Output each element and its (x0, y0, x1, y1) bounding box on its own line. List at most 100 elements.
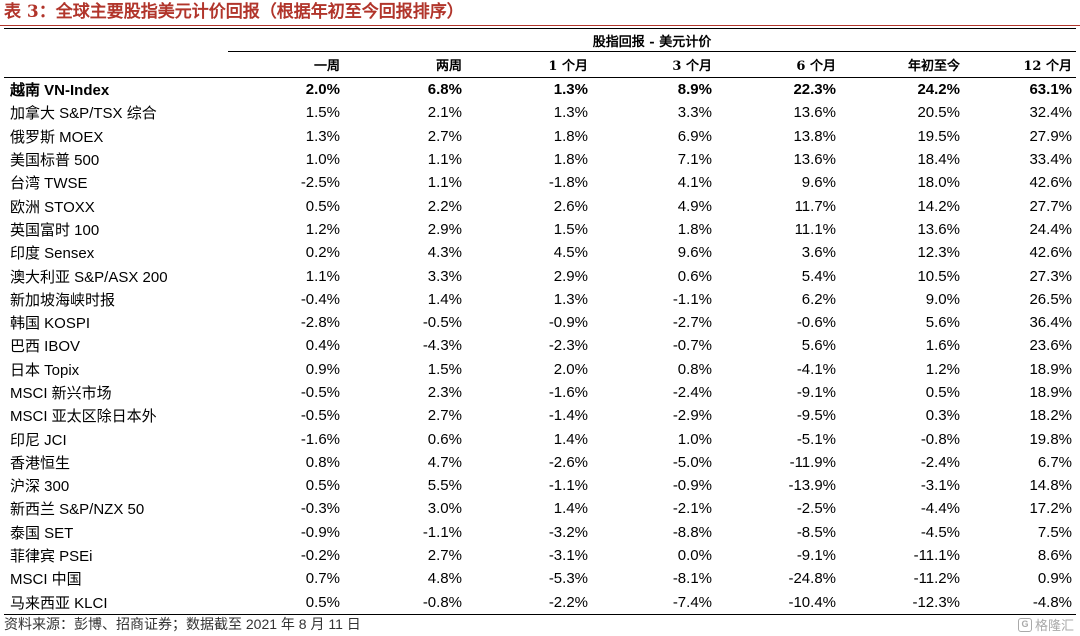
return-value-cell: 3.0% (427, 500, 462, 518)
return-value-cell: -5.0% (672, 453, 712, 471)
return-value-cell: 4.1% (677, 174, 712, 192)
return-value-cell: -2.8% (300, 314, 340, 332)
column-header: 6 个月 (716, 51, 840, 78)
group-header: 股指回报 - 美元计价 (228, 28, 1077, 52)
return-value-cell: 5.6% (925, 314, 960, 332)
return-value-cell: 12.3% (917, 244, 960, 262)
index-name-cell: 印度 Sensex (10, 245, 95, 263)
return-value-cell: 2.1% (427, 104, 462, 122)
return-value-cell: 1.8% (553, 151, 588, 169)
return-value-cell: -7.4% (592, 590, 716, 615)
return-value-cell: 1.4% (553, 430, 588, 448)
return-value-cell: 23.6% (1029, 337, 1073, 355)
return-value-cell: 11.7% (794, 197, 836, 215)
return-value-cell: 8.9% (677, 81, 712, 99)
return-value-cell: 1.8% (677, 220, 712, 238)
index-name-cell: 韩国 KOSPI (10, 315, 91, 333)
return-value-cell: 26.5% (1029, 290, 1073, 308)
index-name-cell: MSCI 亚太区除日本外 (10, 408, 157, 426)
return-value-cell: 0.0% (677, 547, 712, 565)
table-row: 印尼 JCI -1.6% 0.6% 1.4% 1.0% -5.1% -0.8% 19.8% (4, 427, 1076, 450)
return-value-cell: 32.4% (1029, 104, 1073, 122)
return-value-cell: 1.1% (427, 151, 462, 169)
return-value-cell: 13.8% (793, 127, 836, 145)
return-value-cell: -0.8% (344, 590, 466, 615)
index-name-cell: 香港恒生 (10, 454, 71, 472)
return-value-cell: 18.9% (1029, 360, 1073, 378)
return-value-cell: 4.5% (553, 244, 588, 262)
return-value-cell: 1.6% (925, 337, 960, 355)
return-value-cell: -2.1% (672, 500, 712, 518)
index-name-cell: 新加坡海峡时报 (10, 291, 116, 309)
return-value-cell: 42.6% (1029, 244, 1073, 262)
table-row: 沪深 300 0.5% 5.5% -1.1% -0.9% -13.9% -3.1% 14.8% (4, 474, 1076, 497)
return-value-cell: -0.5% (422, 314, 462, 332)
index-name-cell: 欧洲 STOXX (10, 198, 95, 216)
table-row: 菲律宾 PSEi -0.2% 2.7% -3.1% 0.0% -9.1% -11.1% 8.6… (4, 544, 1076, 567)
return-value-cell: 2.0% (553, 360, 588, 378)
watermark-text: 格隆汇 (1034, 618, 1074, 633)
index-name-cell: 加拿大 S&P/TSX 综合 (10, 105, 157, 123)
return-value-cell: -0.7% (672, 337, 712, 355)
return-value-cell: 5.6% (801, 337, 836, 355)
return-value-cell: -11.2% (913, 570, 960, 588)
column-header-row: 一周 两周 1 个月 3 个月 6 个月 年初至今 12 个月 (4, 51, 1077, 78)
return-value-cell: -8.5% (796, 523, 836, 541)
column-header: 3 个月 (592, 51, 716, 78)
returns-table: 股指回报 - 美元计价 一周 两周 1 个月 3 个月 6 个月 年初至今 12 个月 越南… (4, 28, 1077, 615)
table-title: 表 3：全球主要股指美元计价回报（根据年初至今回报排序） (0, 0, 1080, 26)
return-value-cell: -24.8% (788, 570, 836, 588)
return-value-cell: 5.5% (427, 477, 462, 495)
index-name-cell: 日本 Topix (10, 361, 80, 379)
return-value-cell: 13.6% (793, 104, 836, 122)
return-value-cell: 8.6% (1037, 547, 1073, 565)
return-value-cell: -1.1% (672, 290, 712, 308)
return-value-cell: 0.7% (305, 570, 340, 588)
return-value-cell: 3.6% (801, 244, 836, 262)
return-value-cell: 1.1% (305, 267, 340, 285)
return-value-cell: 4.3% (427, 244, 462, 262)
return-value-cell: 1.0% (677, 430, 712, 448)
return-value-cell: -1.1% (548, 477, 588, 495)
table-row: 美国标普 500 1.0% 1.1% 1.8% 7.1% 13.6% 18.4% 33.4% (4, 148, 1076, 171)
return-value-cell: 19.5% (917, 127, 960, 145)
return-value-cell: -2.5% (300, 174, 340, 192)
return-value-cell: -0.3% (300, 500, 340, 518)
return-value-cell: -0.8% (920, 430, 960, 448)
index-name-cell: 沪深 300 (10, 478, 70, 496)
return-value-cell: 3.3% (427, 267, 462, 285)
table-row: 加拿大 S&P/TSX 综合 1.5% 2.1% 1.3% 3.3% 13.6% 20.5%… (4, 101, 1076, 124)
return-value-cell: 0.5% (228, 590, 344, 615)
return-value-cell: 2.7% (427, 407, 462, 425)
return-value-cell: -4.3% (422, 337, 462, 355)
header-empty-cell (4, 28, 228, 52)
return-value-cell: -1.6% (300, 430, 340, 448)
return-value-cell: -0.9% (300, 523, 340, 541)
table-row: 香港恒生 0.8% 4.7% -2.6% -5.0% -11.9% -2.4% 6.7% (4, 451, 1076, 474)
return-value-cell: 10.5% (917, 267, 960, 285)
return-value-cell: -1.8% (548, 174, 588, 192)
column-header: 一周 (228, 51, 344, 78)
return-value-cell: -0.4% (300, 290, 340, 308)
return-value-cell: 2.6% (553, 197, 588, 215)
return-value-cell: 1.2% (925, 360, 960, 378)
return-value-cell: 2.7% (427, 547, 462, 565)
return-value-cell: 0.5% (305, 197, 340, 215)
watermark-logo-icon: G (1017, 617, 1032, 632)
index-name-cell: 菲律宾 PSEi (10, 548, 93, 566)
return-value-cell: 1.5% (305, 104, 340, 122)
return-value-cell: -4.4% (920, 500, 960, 518)
column-header: 年初至今 (840, 51, 964, 78)
return-value-cell: 0.8% (677, 360, 712, 378)
table-row: 英国富时 100 1.2% 2.9% 1.5% 1.8% 11.1% 13.6% 24.4% (4, 218, 1076, 241)
return-value-cell: 0.2% (305, 244, 340, 262)
return-value-cell: 22.3% (793, 81, 836, 99)
return-value-cell: 6.7% (1037, 453, 1073, 471)
return-value-cell: 11.1% (794, 220, 836, 238)
return-value-cell: -0.5% (300, 384, 340, 401)
return-value-cell: 6.8% (427, 81, 462, 99)
return-value-cell: 1.5% (427, 360, 462, 378)
index-name-cell: 英国富时 100 (10, 221, 100, 239)
return-value-cell: -0.6% (796, 314, 836, 332)
return-value-cell: -2.3% (548, 337, 588, 355)
